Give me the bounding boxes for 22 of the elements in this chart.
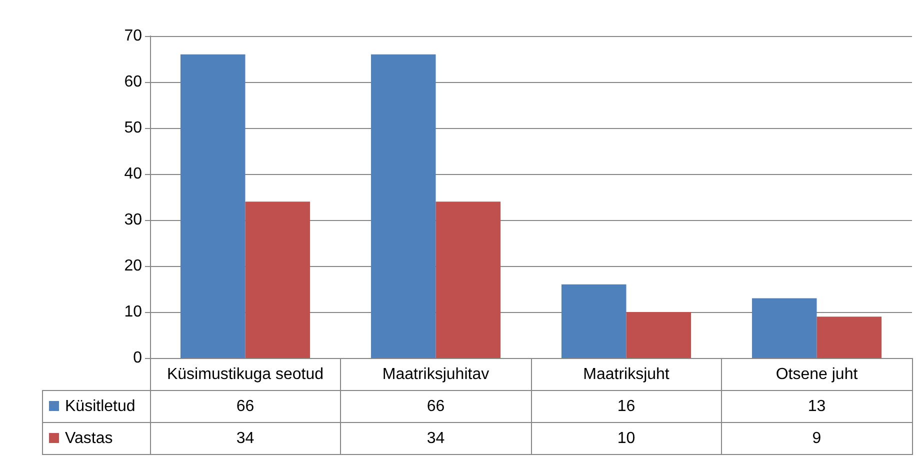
data-label: 13 [722,390,912,422]
y-tick-label: 50 [124,120,142,136]
data-label: 34 [340,422,531,454]
data-label: 34 [150,422,340,454]
x-tick-label: Maatriksjuhitav [340,358,531,390]
y-tick-label: 70 [124,28,142,44]
legend-label: Küsitletud [42,390,150,422]
y-tick-label: 40 [124,166,142,182]
y-tick-label: 20 [124,258,142,274]
y-tick-label: 60 [124,74,142,90]
data-label: 66 [150,390,340,422]
x-tick-label: Otsene juht [722,358,912,390]
data-label: 66 [340,390,531,422]
x-tick-label: Küsimustikuga seotud [150,358,340,390]
data-label: 16 [531,390,722,422]
data-label: 10 [531,422,722,454]
data-label: 9 [722,422,912,454]
y-tick-label: 10 [124,304,142,320]
x-tick-label: Maatriksjuht [531,358,722,390]
y-tick-label: 0 [133,350,142,366]
y-tick-label: 30 [124,212,142,228]
legend-label: Vastas [42,422,150,454]
